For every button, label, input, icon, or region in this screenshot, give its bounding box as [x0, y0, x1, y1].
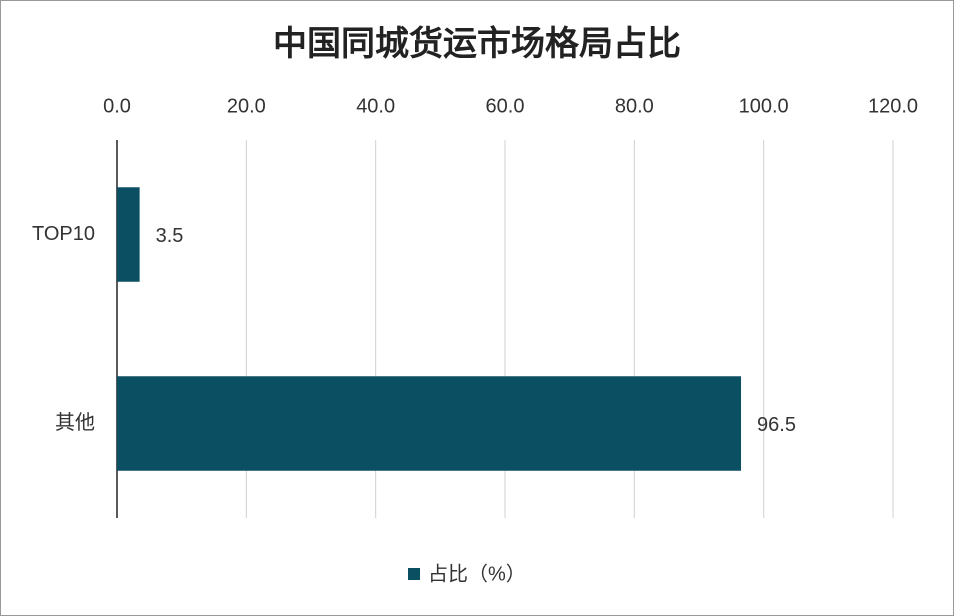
bar — [117, 187, 140, 282]
legend-label: 占比（%） — [428, 562, 526, 585]
x-tick-label: 60.0 — [486, 95, 525, 117]
chart-title: 中国同城货运市场格局占比 — [273, 24, 681, 63]
x-tick-label: 20.0 — [227, 95, 266, 117]
legend-swatch — [408, 568, 420, 580]
x-tick-label: 40.0 — [356, 95, 395, 117]
x-tick-label: 100.0 — [739, 95, 789, 117]
value-label: 96.5 — [757, 414, 796, 436]
x-tick-label: 0.0 — [103, 95, 131, 117]
y-tick-label: TOP10 — [32, 223, 95, 245]
x-tick-label: 80.0 — [615, 95, 654, 117]
y-tick-label: 其他 — [55, 411, 95, 434]
value-label: 3.5 — [156, 225, 184, 247]
bar — [117, 376, 742, 471]
x-tick-label: 120.0 — [868, 95, 918, 117]
